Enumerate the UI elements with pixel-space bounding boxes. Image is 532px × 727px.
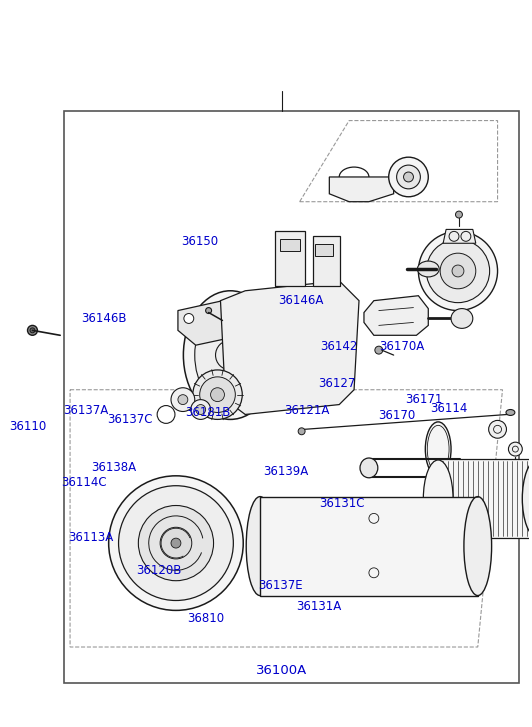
Circle shape	[389, 157, 428, 197]
Circle shape	[119, 486, 234, 601]
Circle shape	[193, 370, 242, 419]
Circle shape	[247, 297, 257, 308]
Circle shape	[109, 475, 243, 611]
Circle shape	[184, 313, 194, 324]
Bar	[275, 231, 305, 286]
Text: 36127: 36127	[318, 377, 356, 390]
Circle shape	[30, 328, 35, 333]
Ellipse shape	[464, 497, 492, 595]
Bar	[260, 497, 478, 595]
Text: 36170: 36170	[378, 409, 415, 422]
Circle shape	[404, 172, 413, 182]
Circle shape	[418, 231, 497, 310]
Ellipse shape	[522, 459, 532, 538]
Text: 36150: 36150	[181, 235, 219, 248]
Polygon shape	[364, 296, 428, 335]
Text: 36137A: 36137A	[63, 403, 108, 417]
Polygon shape	[220, 281, 359, 414]
Text: 36110: 36110	[10, 419, 47, 433]
Circle shape	[426, 239, 489, 302]
Ellipse shape	[206, 308, 212, 313]
Text: 36131C: 36131C	[320, 497, 365, 510]
Circle shape	[160, 527, 192, 559]
Text: 36142: 36142	[320, 340, 358, 353]
Circle shape	[298, 427, 305, 435]
Ellipse shape	[506, 409, 515, 415]
Circle shape	[196, 404, 206, 414]
Polygon shape	[178, 296, 265, 345]
Circle shape	[509, 442, 522, 456]
Text: 36131A: 36131A	[296, 601, 341, 613]
Text: 36113A: 36113A	[69, 531, 114, 544]
Text: 36114: 36114	[430, 401, 468, 414]
Bar	[315, 244, 333, 256]
Text: 36114C: 36114C	[62, 475, 107, 489]
Ellipse shape	[246, 497, 274, 595]
Text: 36171: 36171	[405, 393, 443, 406]
Text: 36121A: 36121A	[285, 403, 330, 417]
Bar	[280, 239, 300, 252]
Circle shape	[171, 387, 195, 411]
Ellipse shape	[360, 458, 378, 478]
Text: 36120B: 36120B	[136, 564, 182, 577]
Bar	[312, 236, 340, 286]
Text: 36146B: 36146B	[81, 312, 127, 325]
Text: 36100A: 36100A	[256, 664, 307, 677]
Circle shape	[211, 387, 225, 401]
Text: 36170A: 36170A	[379, 340, 425, 353]
Circle shape	[375, 346, 383, 354]
Bar	[438, 459, 532, 538]
Circle shape	[440, 253, 476, 289]
Text: 36146A: 36146A	[279, 294, 324, 308]
Text: 36137C: 36137C	[107, 413, 153, 426]
Bar	[64, 111, 519, 683]
Circle shape	[455, 211, 462, 218]
Polygon shape	[329, 177, 394, 201]
Circle shape	[171, 538, 181, 548]
Text: 36810: 36810	[187, 612, 224, 625]
Circle shape	[191, 400, 211, 419]
Circle shape	[138, 505, 213, 581]
Ellipse shape	[418, 261, 439, 277]
Ellipse shape	[451, 308, 473, 329]
Text: 36139A: 36139A	[263, 465, 308, 478]
Circle shape	[28, 326, 37, 335]
Ellipse shape	[195, 303, 266, 407]
Ellipse shape	[423, 460, 453, 537]
Ellipse shape	[184, 291, 277, 419]
Text: 36137E: 36137E	[259, 579, 303, 592]
Text: 36138A: 36138A	[91, 462, 136, 474]
Circle shape	[200, 377, 235, 412]
Circle shape	[178, 395, 188, 404]
Ellipse shape	[522, 460, 532, 537]
Ellipse shape	[425, 422, 451, 476]
Circle shape	[489, 420, 506, 438]
Circle shape	[397, 165, 420, 189]
Text: 36181B: 36181B	[186, 406, 231, 419]
Polygon shape	[443, 230, 476, 244]
Circle shape	[452, 265, 464, 277]
